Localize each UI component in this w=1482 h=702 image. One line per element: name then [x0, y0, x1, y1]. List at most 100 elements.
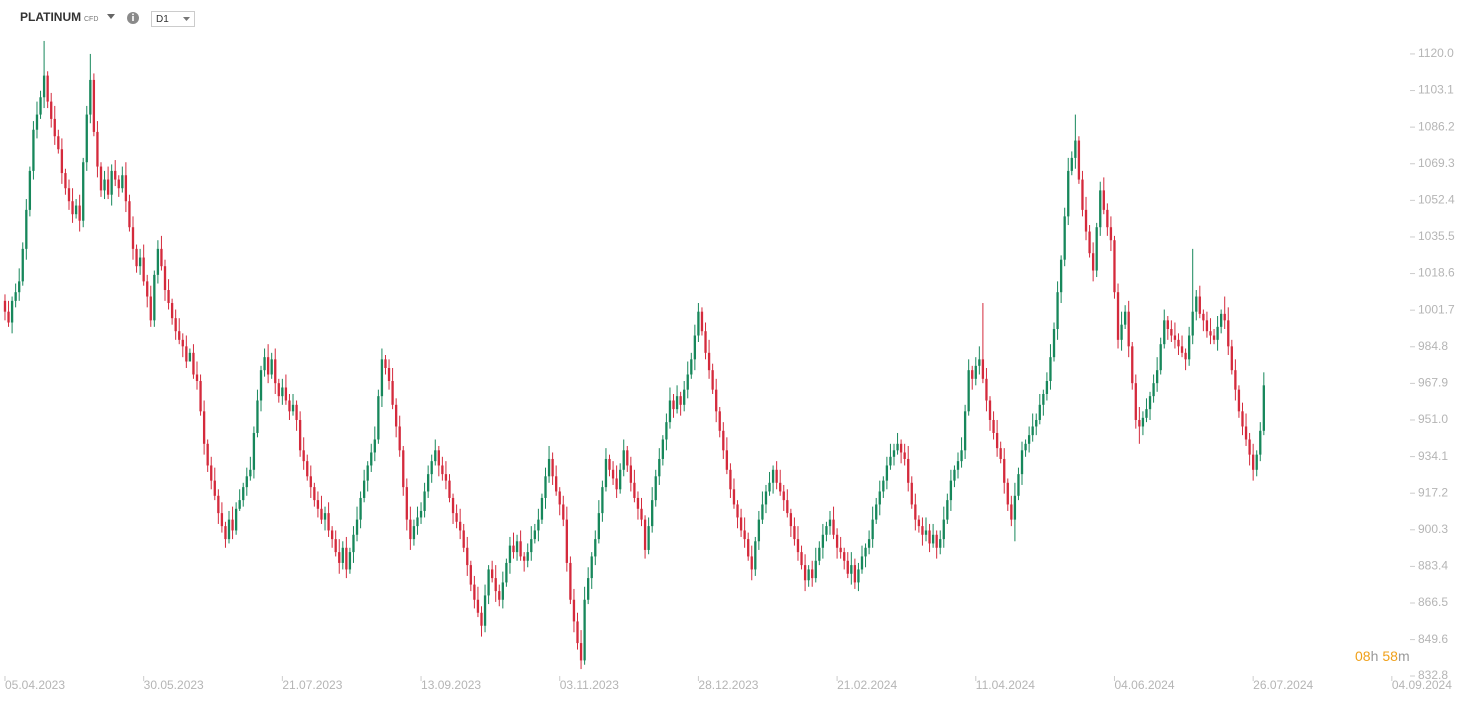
candle-body — [498, 591, 501, 600]
candle-body — [1187, 335, 1191, 360]
candle-body — [430, 461, 433, 475]
candle-body — [1081, 179, 1084, 210]
candle-body — [793, 526, 796, 540]
candle-body — [437, 450, 440, 466]
candle-body — [96, 131, 99, 167]
candle-body — [832, 519, 835, 535]
timeframe: D1 — [156, 14, 169, 25]
candle-body — [555, 476, 558, 492]
candle-body — [1191, 311, 1194, 336]
candle-body — [1230, 346, 1233, 371]
y-tick-label: 984.8 — [1418, 339, 1448, 353]
candle-body — [398, 426, 401, 451]
candle-body — [1252, 454, 1255, 470]
y-tick-label: 1001.7 — [1418, 302, 1455, 316]
candle-body — [57, 136, 60, 150]
candle-body — [362, 480, 366, 498]
candle-body — [619, 469, 622, 490]
candle-body — [448, 480, 451, 498]
candle-body — [256, 400, 259, 433]
candle-body — [910, 482, 913, 505]
candle-body — [419, 510, 423, 518]
candle-body — [1006, 482, 1009, 505]
candle-body — [174, 318, 177, 332]
candle-body — [547, 458, 551, 477]
candle-body — [533, 530, 536, 540]
candle-body — [1262, 385, 1265, 431]
y-tick-label: 866.5 — [1418, 595, 1448, 609]
candle-body — [757, 519, 761, 542]
x-tick-label: 03.11.2023 — [560, 678, 619, 692]
candle-body — [864, 547, 867, 557]
candle-body — [42, 75, 46, 98]
candle-body — [402, 450, 405, 488]
candle-body — [565, 519, 568, 563]
countdown-hours: 08 — [1355, 648, 1371, 664]
candle-body — [153, 274, 156, 321]
candle-body — [988, 400, 992, 420]
candle-body — [1102, 190, 1105, 210]
candle-body — [131, 227, 135, 249]
x-tick-label: 26.07.2024 — [1253, 678, 1313, 692]
candle-body — [551, 458, 554, 477]
candle-body — [188, 352, 192, 362]
symbol-dropdown[interactable] — [107, 14, 115, 19]
candle-body — [99, 166, 103, 191]
candle-body — [50, 101, 53, 119]
candle-body — [462, 530, 465, 548]
symbol[interactable]: PLATINUM — [20, 10, 81, 24]
candle-body — [1145, 409, 1148, 418]
candle-body — [587, 578, 590, 600]
candle-body — [971, 370, 974, 379]
candle-body — [434, 450, 437, 462]
candle-body — [732, 489, 736, 505]
candle-body — [156, 248, 160, 275]
candle-body — [736, 504, 739, 518]
toolbar: PLATINUM CFD D1 — [20, 10, 195, 27]
candle-body — [309, 476, 312, 488]
candle-body — [953, 469, 956, 481]
candle-body — [1180, 346, 1184, 353]
candle-body — [74, 205, 78, 215]
candle-body — [114, 170, 117, 180]
candle-body — [1059, 259, 1063, 293]
info-glyph-dot — [132, 13, 134, 16]
candle-body — [473, 584, 476, 600]
candle-body — [544, 476, 547, 498]
candle-body — [416, 517, 419, 527]
candle-body — [181, 339, 184, 347]
candle-body — [978, 359, 981, 366]
candle-body — [469, 565, 472, 585]
candle-body — [739, 517, 743, 531]
timeframe-select[interactable] — [151, 11, 195, 27]
y-tick-label: 1018.6 — [1418, 266, 1455, 280]
candle-body — [82, 162, 85, 221]
candle-body — [1212, 335, 1216, 340]
candle-body — [1035, 419, 1038, 427]
candle-body — [1077, 140, 1081, 180]
candle-body — [1138, 419, 1141, 427]
candle-body — [263, 357, 266, 371]
candle-body — [21, 248, 24, 282]
candle-body — [846, 560, 849, 574]
candle-body — [1052, 329, 1056, 358]
candle-body — [405, 487, 408, 520]
candle-body — [700, 311, 704, 332]
candle-body — [85, 114, 88, 163]
candle-body — [526, 552, 529, 561]
candle-body — [1099, 190, 1102, 228]
candle-body — [508, 545, 512, 563]
candle-body — [771, 469, 775, 483]
candle-body — [391, 380, 394, 405]
y-tick-label: 883.4 — [1418, 559, 1448, 573]
candle-body — [718, 411, 721, 431]
candle-body — [1219, 313, 1223, 327]
candle-body — [1163, 320, 1166, 345]
candle-body — [185, 346, 188, 362]
candle-body — [917, 519, 921, 527]
candle-body — [1010, 504, 1013, 520]
candle-body — [579, 643, 583, 661]
candle-body — [1166, 320, 1169, 330]
candle-body — [1024, 443, 1027, 451]
candle-body — [789, 513, 793, 527]
